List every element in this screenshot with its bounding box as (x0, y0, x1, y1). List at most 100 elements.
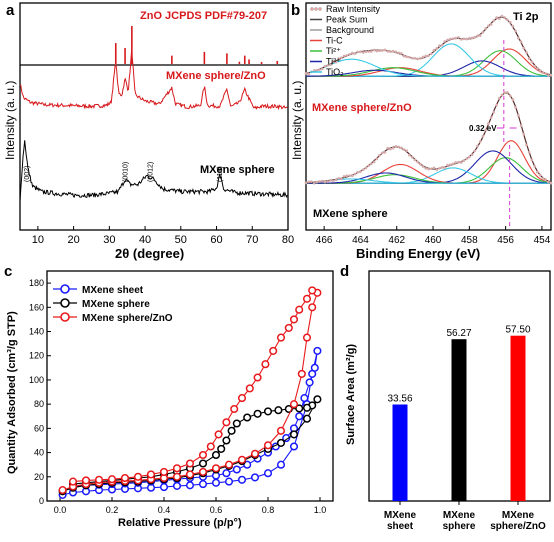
bet-y-tick-label: 60 (34, 423, 44, 433)
bet-isotherm-point (308, 286, 317, 295)
xps-raw-point (345, 54, 349, 57)
xps-raw-point (318, 180, 321, 183)
xps-raw-point (315, 180, 319, 184)
xps-raw-point (530, 60, 534, 64)
bet-isotherm-point (253, 409, 262, 418)
xps-raw-point (473, 35, 477, 39)
bet-isotherm-point (295, 412, 304, 421)
bet-legend-marker (60, 298, 70, 308)
xps-raw-point (432, 166, 436, 170)
xps-raw-point (514, 29, 517, 33)
xps-raw-point (500, 14, 504, 18)
bet-isotherm-point (120, 473, 130, 483)
xps-raw-point (508, 20, 512, 24)
bet-y-tick-label: 180 (29, 278, 44, 288)
xps-raw-point (329, 179, 332, 182)
bet-isotherm-point (198, 450, 208, 460)
bet-isotherm-point (222, 436, 231, 445)
bet-isotherm-point (227, 426, 236, 435)
xps-raw-point (348, 52, 351, 56)
xps-raw-point (495, 103, 498, 107)
bet-isotherm-point (289, 430, 299, 439)
xps-raw-point (478, 140, 482, 144)
xps-raw-point (508, 94, 512, 98)
xps-raw-point (440, 165, 444, 169)
xps-raw-point (549, 181, 553, 185)
xps-raw-point (323, 64, 327, 68)
xps-x-tick-label: 462 (388, 235, 405, 246)
xps-raw-point (364, 166, 368, 170)
bet-isotherm-point (263, 407, 273, 416)
xrd-series-label-mxene-sphere-zno: MXene sphere/ZnO (166, 70, 266, 82)
bet-isotherm-point (237, 394, 247, 403)
surface-area-value-label: 57.50 (505, 325, 530, 336)
bet-isotherm-point (159, 483, 169, 492)
xps-raw-point (446, 163, 449, 167)
xps-raw-point (533, 64, 537, 68)
xps-raw-point (309, 180, 313, 184)
xps-raw-point (356, 50, 360, 54)
xps-raw-point (304, 181, 308, 185)
xps-spectrum-label-mxene-sphere-zno: MXene sphere/ZnO (312, 102, 412, 114)
xps-raw-point (339, 177, 343, 181)
xps-raw-point (418, 162, 422, 166)
xps-raw-point (470, 36, 474, 40)
xps-legend-label: Raw Intensity (326, 4, 381, 14)
xps-raw-point (492, 110, 496, 114)
xps-x-tick-label: 454 (534, 235, 551, 246)
xps-raw-point (544, 72, 547, 76)
xps-raw-point (320, 67, 324, 71)
xps-raw-point (410, 155, 414, 159)
xps-raw-point (511, 24, 515, 28)
bet-isotherm-point (310, 363, 319, 372)
xps-raw-point (465, 157, 468, 161)
xps-raw-point (358, 170, 362, 174)
xps-raw-point (418, 57, 422, 60)
bet-x-tick-label: 0.0 (54, 505, 67, 515)
bet-isotherm-point (107, 475, 117, 484)
xps-raw-point (437, 166, 441, 170)
bet-isotherm-point (276, 426, 286, 435)
xps-legend-marker (318, 7, 322, 11)
xps-raw-point (378, 153, 381, 157)
bet-legend-marker (60, 284, 70, 294)
xps-raw-point (459, 38, 463, 41)
xps-raw-point (541, 177, 545, 181)
xps-raw-point (486, 122, 490, 125)
panel-letter-a: a (6, 2, 15, 19)
xps-raw-point (546, 74, 550, 77)
xrd-x-tick-label: 20 (67, 234, 79, 246)
xps-raw-point (413, 158, 417, 162)
xrd-x-tick-label: 50 (175, 234, 187, 246)
xps-raw-point (394, 144, 398, 148)
xps-raw-point (375, 49, 379, 53)
xps-raw-point (429, 52, 433, 56)
bet-isotherm-point (211, 450, 221, 460)
bet-isotherm-point (185, 470, 195, 479)
xps-raw-point (323, 180, 327, 184)
xps-raw-point (527, 150, 531, 154)
bet-isotherm-point (172, 472, 182, 481)
xps-raw-point (536, 170, 539, 174)
xps-raw-point (307, 180, 311, 184)
xps-raw-point (549, 73, 553, 77)
xps-raw-point (331, 179, 335, 183)
xps-spectrum-label-mxene-sphere: MXene sphere (313, 208, 388, 220)
xps-raw-point (533, 165, 537, 168)
bet-isotherm-point (297, 369, 306, 378)
bet-isotherm-point (214, 430, 223, 439)
xps-legend-marker (310, 7, 314, 11)
bet-isotherm-point (302, 294, 312, 303)
xps-raw-point (421, 55, 425, 59)
xps-raw-point (348, 174, 351, 178)
bet-isotherm-point (198, 459, 208, 468)
xps-raw-point (437, 44, 441, 48)
xps-raw-point (388, 147, 392, 151)
bet-isotherm-point (232, 465, 241, 474)
xps-raw-point (402, 148, 406, 152)
xps-raw-point (448, 37, 452, 41)
bet-isotherm-point (198, 480, 208, 489)
xps-raw-point (312, 181, 316, 185)
xps-raw-point (369, 50, 373, 53)
xps-x-tick-label: 464 (352, 235, 369, 246)
